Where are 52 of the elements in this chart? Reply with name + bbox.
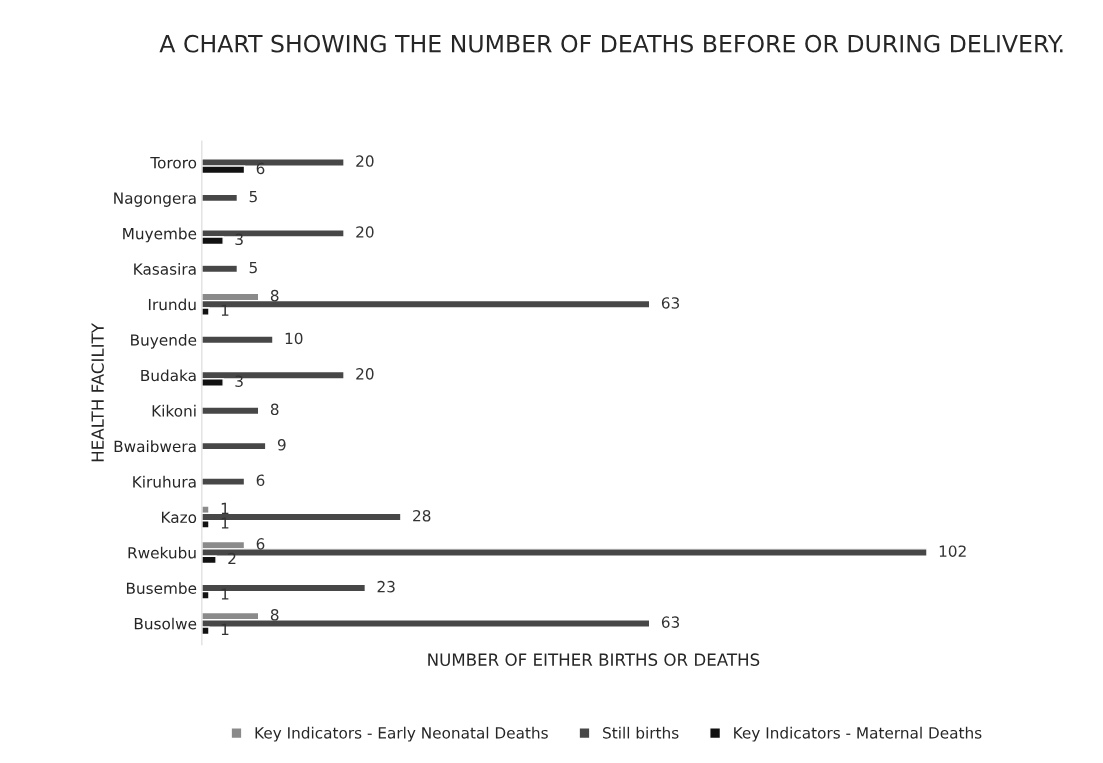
y-tick-label: Tororo <box>150 157 197 169</box>
y-tick-label: Budaka <box>141 369 196 382</box>
data-label: 3 <box>235 233 243 246</box>
y-tick-label: Irundu <box>148 298 196 311</box>
data-label: 9 <box>277 439 286 451</box>
y-tick-label: Kikoni <box>152 404 196 417</box>
bar <box>201 477 246 486</box>
data-label: 23 <box>377 580 395 593</box>
data-label: 8 <box>270 403 279 416</box>
data-label: 1 <box>221 304 229 316</box>
y-tick-label: Busolwe <box>134 617 197 630</box>
data-label: 6 <box>256 538 265 550</box>
data-label: 6 <box>256 162 265 175</box>
y-axis-title: HEALTH FACILITY <box>91 323 104 462</box>
x-axis-title: NUMBER OF EITHER BIRTHS OR DEATHS <box>428 653 760 666</box>
data-label: 1 <box>221 502 229 514</box>
data-label: 10 <box>285 332 303 345</box>
bar <box>201 441 267 451</box>
data-label: 20 <box>356 226 374 238</box>
data-label: 102 <box>939 545 966 557</box>
legend-label: Still births <box>603 726 679 739</box>
data-label: 63 <box>661 616 680 628</box>
data-label: 63 <box>661 297 680 309</box>
data-label: 3 <box>235 375 243 387</box>
chart-title: A CHART SHOWING THE NUMBER OF DEATHS BEFORE OR DURING DELIVERY. <box>159 34 1063 53</box>
y-tick-label: Buyende <box>131 333 197 349</box>
data-label: 1 <box>221 588 229 600</box>
y-tick-label: Nagongera <box>114 192 196 207</box>
data-label: 2 <box>228 552 236 565</box>
data-label: 28 <box>413 509 431 522</box>
bar <box>201 264 239 274</box>
bar <box>201 193 239 203</box>
y-tick-label: Kazo <box>162 511 197 524</box>
data-label: 8 <box>270 609 279 621</box>
y-tick-label: Kasasira <box>134 263 196 275</box>
y-tick-label: Bwaibwera <box>114 440 196 453</box>
legend-label: Key Indicators - Maternal Deaths <box>734 726 982 742</box>
y-tick-label: Busembe <box>126 582 197 595</box>
data-label: 5 <box>249 190 257 203</box>
bar <box>201 406 260 416</box>
data-label: 5 <box>249 261 257 274</box>
y-tick-label: Rwekubu <box>128 546 196 559</box>
y-tick-label: Muyembe <box>123 227 197 243</box>
data-label: 20 <box>356 368 374 380</box>
data-label: 1 <box>221 517 229 529</box>
legend-label: Key Indicators - Early Neonatal Deaths <box>255 726 548 742</box>
data-label: 8 <box>270 289 279 302</box>
data-label: 20 <box>356 155 374 167</box>
data-label: 6 <box>256 474 265 487</box>
data-label: 1 <box>221 623 229 635</box>
y-tick-label: Kiruhura <box>133 475 196 488</box>
bar <box>201 335 274 345</box>
